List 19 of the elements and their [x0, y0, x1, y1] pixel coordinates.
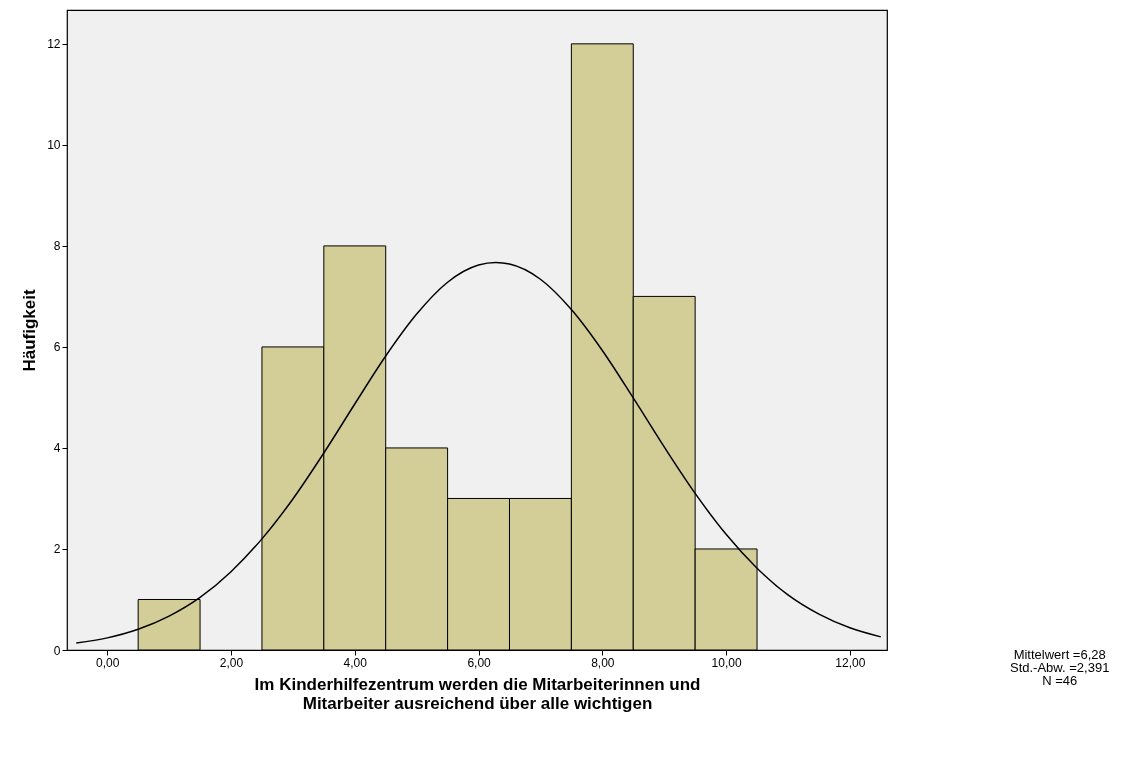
y-tick-label: 4 [53, 441, 61, 456]
x-tick-label: 10,00 [711, 655, 742, 670]
y-tick-label: 0 [53, 643, 61, 658]
y-tick-label: 10 [47, 138, 61, 153]
x-tick-label: 6,00 [467, 655, 492, 670]
x-tick-label: 4,00 [343, 655, 368, 670]
y-tick-label: 8 [53, 239, 61, 254]
y-tick-label: 6 [53, 340, 61, 355]
y-tick-label: 12 [47, 37, 61, 52]
x-tick-label: 2,00 [219, 655, 244, 670]
x-tick-label: 12,00 [835, 655, 866, 670]
x-tick-label: 8,00 [591, 655, 615, 670]
x-axis-title: Im Kinderhilfezentrum werden die Mitarbeiterinnen und Mitarbeiter ausreichend über alle wichtigen [254, 674, 701, 713]
text: N =46 [1041, 673, 1078, 688]
text: Mittelwert =6,28 [1012, 647, 1107, 662]
text: Std.-Abw. =2,391 [1010, 660, 1110, 675]
y-axis-title: Häufigkeit [20, 289, 40, 372]
y-tick-label: 2 [53, 542, 61, 557]
x-tick-label: 0,00 [96, 655, 120, 670]
